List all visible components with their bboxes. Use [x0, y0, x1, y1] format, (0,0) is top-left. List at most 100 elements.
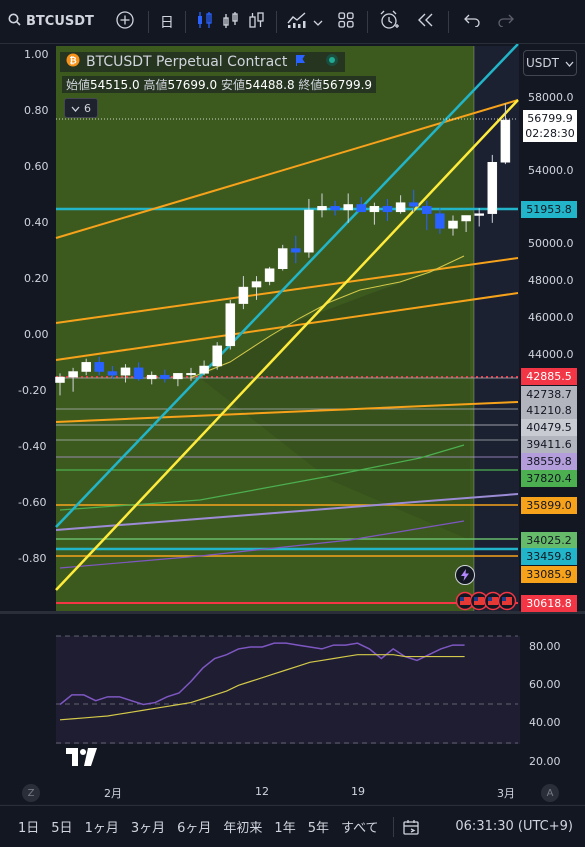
candle-body — [81, 362, 91, 372]
zoom-reset-button[interactable]: Z — [22, 784, 40, 802]
toolbar-divider — [275, 10, 277, 33]
toolbar-divider — [184, 10, 186, 33]
bottom-toolbar: 1日 5日 1ヶ月 3ヶ月 6ヶ月 年初来 1年 5年 すべて 06:31:30 (UTC+9) — [0, 805, 585, 847]
candle-body — [277, 248, 288, 269]
range-button[interactable]: 5年 — [307, 821, 329, 836]
candle-body — [238, 286, 249, 304]
range-button[interactable]: 年初来 — [223, 821, 263, 836]
bars-icon — [248, 10, 266, 34]
candle-body — [304, 209, 314, 253]
chevron-down-icon — [565, 56, 574, 70]
search-icon — [8, 13, 21, 30]
replay-button[interactable] — [410, 0, 442, 44]
candle-body — [435, 213, 445, 229]
left-axis-tick: 0.20 — [24, 272, 49, 285]
candle-body — [133, 367, 144, 380]
alert-button[interactable] — [374, 0, 404, 44]
range-button[interactable]: 6ヶ月 — [177, 821, 212, 836]
candle-body — [186, 373, 196, 376]
range-button[interactable]: 3ヶ月 — [130, 821, 166, 836]
chart-legend[interactable]: ₿ BTCUSDT Perpetual Contract — [60, 52, 346, 72]
bars-chart-button[interactable] — [244, 0, 270, 44]
indicators-toggle[interactable]: 6 — [64, 98, 98, 118]
range-button[interactable]: 5日 — [51, 821, 73, 836]
candle-body — [212, 345, 222, 367]
undo-icon — [463, 13, 481, 31]
candle-body — [199, 365, 209, 374]
high-value: 57699.0 — [167, 78, 218, 92]
toolbar-divider — [147, 10, 149, 33]
range-button[interactable]: 1ヶ月 — [84, 821, 119, 836]
hollow-candles-button[interactable] — [218, 0, 244, 44]
price-axis-tick: 44000.0 — [528, 348, 574, 361]
left-axis-tick: -0.20 — [18, 384, 47, 397]
left-axis-tick: 0.40 — [24, 216, 49, 229]
candle-body — [356, 204, 367, 213]
economic-events-icon[interactable] — [455, 591, 519, 611]
pane-divider[interactable] — [0, 611, 585, 614]
price-tag: 33085.9 — [521, 566, 577, 583]
chart-area[interactable]: 1.00 0.80 0.60 0.40 0.20 0.00 -0.20 -0.40 -0.60 -… — [0, 44, 585, 804]
candle-body — [94, 362, 105, 372]
candles-chart-type-button[interactable] — [192, 0, 218, 44]
candle-body — [173, 373, 183, 380]
range-button[interactable]: すべて — [340, 821, 379, 836]
a-label: A — [546, 787, 554, 799]
candle-body — [382, 206, 393, 213]
price-chart[interactable] — [0, 44, 585, 804]
toolbar-divider — [392, 816, 394, 837]
currency-selector[interactable]: USDT — [523, 50, 577, 76]
clock-display[interactable]: 06:31:30 (UTC+9) — [455, 819, 573, 834]
range-button[interactable]: 1年 — [274, 821, 296, 836]
calendar-goto-icon[interactable] — [402, 818, 420, 836]
price-tag: 33459.8 — [521, 548, 577, 565]
close-value: 56799.9 — [322, 78, 373, 92]
grid-layout-icon — [337, 11, 355, 33]
flag-icon[interactable] — [293, 53, 307, 71]
candles-icon — [196, 10, 214, 34]
candle-body — [461, 215, 471, 222]
range-button[interactable]: 1日 — [18, 821, 40, 836]
last-price-value: 56799.9 — [527, 112, 573, 125]
symbol-name: BTCUSDT — [26, 14, 94, 29]
candle-body — [369, 206, 380, 213]
orange-channel-lower — [55, 292, 519, 361]
compare-button[interactable] — [108, 0, 142, 44]
tradingview-logo[interactable] — [66, 748, 98, 770]
candle-body — [408, 202, 419, 207]
purple-trend-line — [55, 493, 519, 531]
price-axis-tick: 48000.0 — [528, 274, 574, 287]
price-axis-tick: 46000.0 — [528, 311, 574, 324]
purple-ma-line — [59, 520, 465, 569]
rsi-line — [59, 642, 465, 706]
candlestick-series — [55, 103, 511, 396]
shaded-region — [200, 378, 470, 540]
rsi-axis-tick: 20.00 — [529, 755, 561, 768]
indicators-button[interactable] — [283, 0, 311, 44]
candle-body — [120, 367, 131, 376]
low-label: 安値 — [220, 78, 245, 92]
candle-body — [330, 206, 340, 211]
candle-body — [343, 204, 353, 211]
top-toolbar: BTCUSDT 日 — [0, 0, 585, 44]
open-label: 始値 — [66, 78, 91, 92]
redo-button[interactable] — [489, 0, 523, 44]
market-status-icon — [325, 53, 339, 71]
price-tag: 38559.8 — [521, 453, 577, 470]
last-price-countdown: 02:28:30 — [525, 127, 575, 140]
layout-button[interactable] — [331, 0, 361, 44]
currency-label: USDT — [526, 56, 559, 70]
left-axis-tick: -0.60 — [18, 496, 47, 509]
indicator-count: 6 — [84, 101, 91, 115]
ohlc-values: 始値54515.0 高値57699.0 安値54488.8 終値56799.9 — [62, 76, 377, 93]
low-value: 54488.8 — [244, 78, 295, 92]
undo-button[interactable] — [455, 0, 489, 44]
hollow-candles-icon — [222, 10, 240, 34]
chevron-down-icon — [313, 14, 323, 30]
interval-button[interactable]: 日 — [155, 0, 179, 44]
symbol-search[interactable]: BTCUSDT — [0, 0, 94, 44]
lightning-event-icon[interactable] — [455, 565, 475, 585]
indicators-dropdown[interactable] — [311, 0, 325, 44]
symbol-title: BTCUSDT Perpetual Contract — [86, 54, 288, 70]
auto-scale-button[interactable]: A — [541, 784, 559, 802]
